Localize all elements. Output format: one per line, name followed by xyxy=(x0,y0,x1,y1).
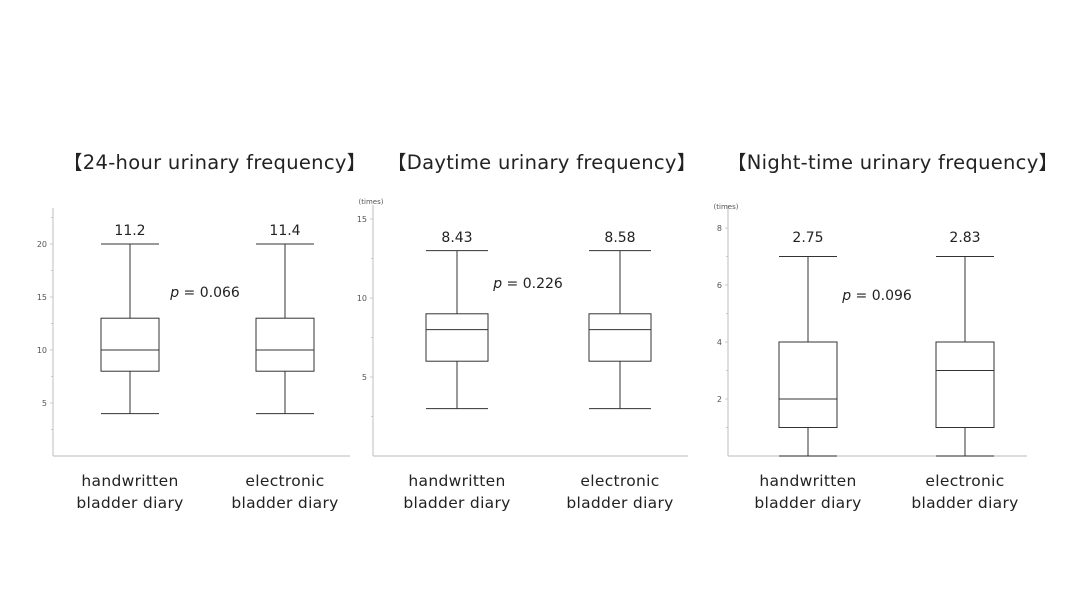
box-daytime-handwritten: 8.43 xyxy=(425,230,489,410)
mean-label: 8.58 xyxy=(604,230,635,246)
category-label: bladder diary xyxy=(566,494,673,512)
iqr-box xyxy=(935,341,995,428)
iqr-box xyxy=(425,313,489,362)
box-night-time-electronic: 2.83 xyxy=(935,230,995,457)
p-value-label-24-hour: p = 0.066 xyxy=(169,285,240,301)
mean-label: 2.75 xyxy=(792,230,823,246)
chart-title-24-hour: 【24-hour urinary frequency】 xyxy=(63,151,367,174)
y-tick-label-24-hour: 5 xyxy=(42,399,47,408)
chart-daytime: 5 10 15 (times) 8.43 handwritten bladder diary… xyxy=(357,198,688,512)
y-tick-label-night-time: 4 xyxy=(717,338,722,347)
mean-label: 11.4 xyxy=(269,223,300,239)
y-tick-label-night-time: 6 xyxy=(717,281,722,290)
category-label: handwritten xyxy=(81,472,178,490)
iqr-box xyxy=(255,317,315,372)
category-label: electronic xyxy=(580,472,659,490)
mean-label: 2.83 xyxy=(949,230,980,246)
y-tick-label-daytime: 5 xyxy=(362,373,367,382)
category-label: electronic xyxy=(925,472,1004,490)
category-label: bladder diary xyxy=(76,494,183,512)
y-tick-label-24-hour: 15 xyxy=(37,293,47,302)
iqr-box xyxy=(588,313,652,362)
chart-title-night-time: 【Night-time urinary frequency】 xyxy=(727,151,1059,174)
category-label: bladder diary xyxy=(403,494,510,512)
category-label: bladder diary xyxy=(754,494,861,512)
category-label: electronic xyxy=(245,472,324,490)
box-daytime-electronic: 8.58 xyxy=(588,230,652,410)
mean-label: 11.2 xyxy=(114,223,145,239)
p-value-label-night-time: p = 0.096 xyxy=(841,288,912,304)
category-label: handwritten xyxy=(408,472,505,490)
box-24-hour-electronic: 11.4 xyxy=(255,223,315,415)
chart-night-time: 2 4 6 8 (times) 2.75 handwritten bladder diary 2… xyxy=(714,203,1027,512)
category-label: bladder diary xyxy=(231,494,338,512)
box-24-hour-handwritten: 11.2 xyxy=(100,223,160,415)
y-tick-label-night-time: 8 xyxy=(717,224,722,233)
y-unit-label-daytime: (times) xyxy=(359,198,384,206)
iqr-box xyxy=(100,317,160,372)
box-night-time-handwritten: 2.75 xyxy=(778,230,838,457)
mean-label: 8.43 xyxy=(441,230,472,246)
y-tick-label-24-hour: 20 xyxy=(37,240,47,249)
y-tick-label-daytime: 10 xyxy=(357,294,367,303)
y-tick-label-night-time: 2 xyxy=(717,395,722,404)
category-label: handwritten xyxy=(759,472,856,490)
y-unit-label-night-time: (times) xyxy=(714,203,739,211)
iqr-box xyxy=(778,341,838,428)
chart-title-daytime: 【Daytime urinary frequency】 xyxy=(387,151,697,174)
p-value-label-daytime: p = 0.226 xyxy=(492,276,563,292)
y-tick-label-24-hour: 10 xyxy=(37,346,47,355)
y-tick-label-daytime: 15 xyxy=(357,215,367,224)
category-label: bladder diary xyxy=(911,494,1018,512)
chart-24-hour: 5 10 15 20 11.2 handwritten bladder diary 11.4 e… xyxy=(37,208,350,512)
